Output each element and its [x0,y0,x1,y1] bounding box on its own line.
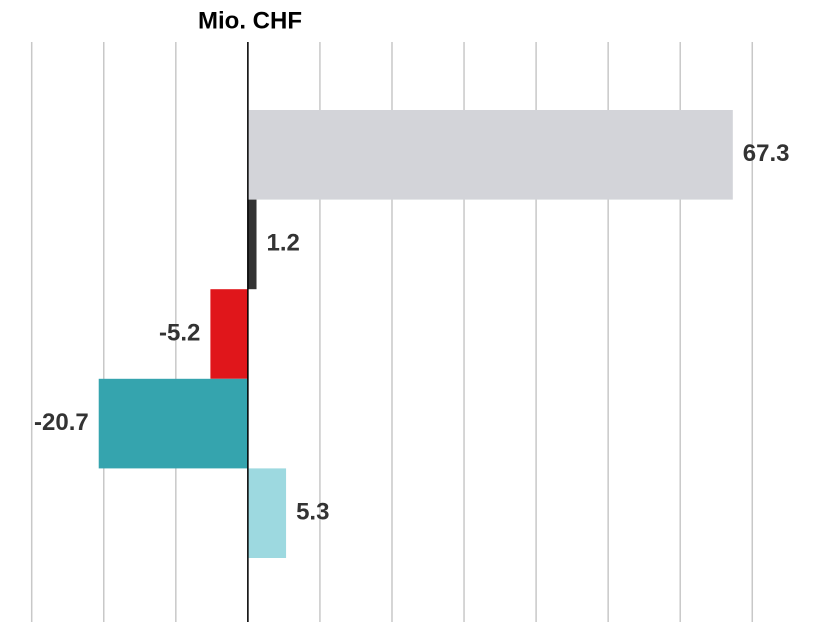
bar [247,110,733,200]
chart-title: Mio. CHF [198,7,302,34]
bar [210,289,248,379]
data-label: 67.3 [743,140,790,167]
data-label: 1.2 [267,230,300,257]
data-label: -5.2 [159,319,200,346]
bar [247,199,257,290]
data-label: -20.7 [34,409,89,436]
bar [98,378,248,469]
bar [247,468,287,558]
data-label: 5.3 [296,499,329,526]
